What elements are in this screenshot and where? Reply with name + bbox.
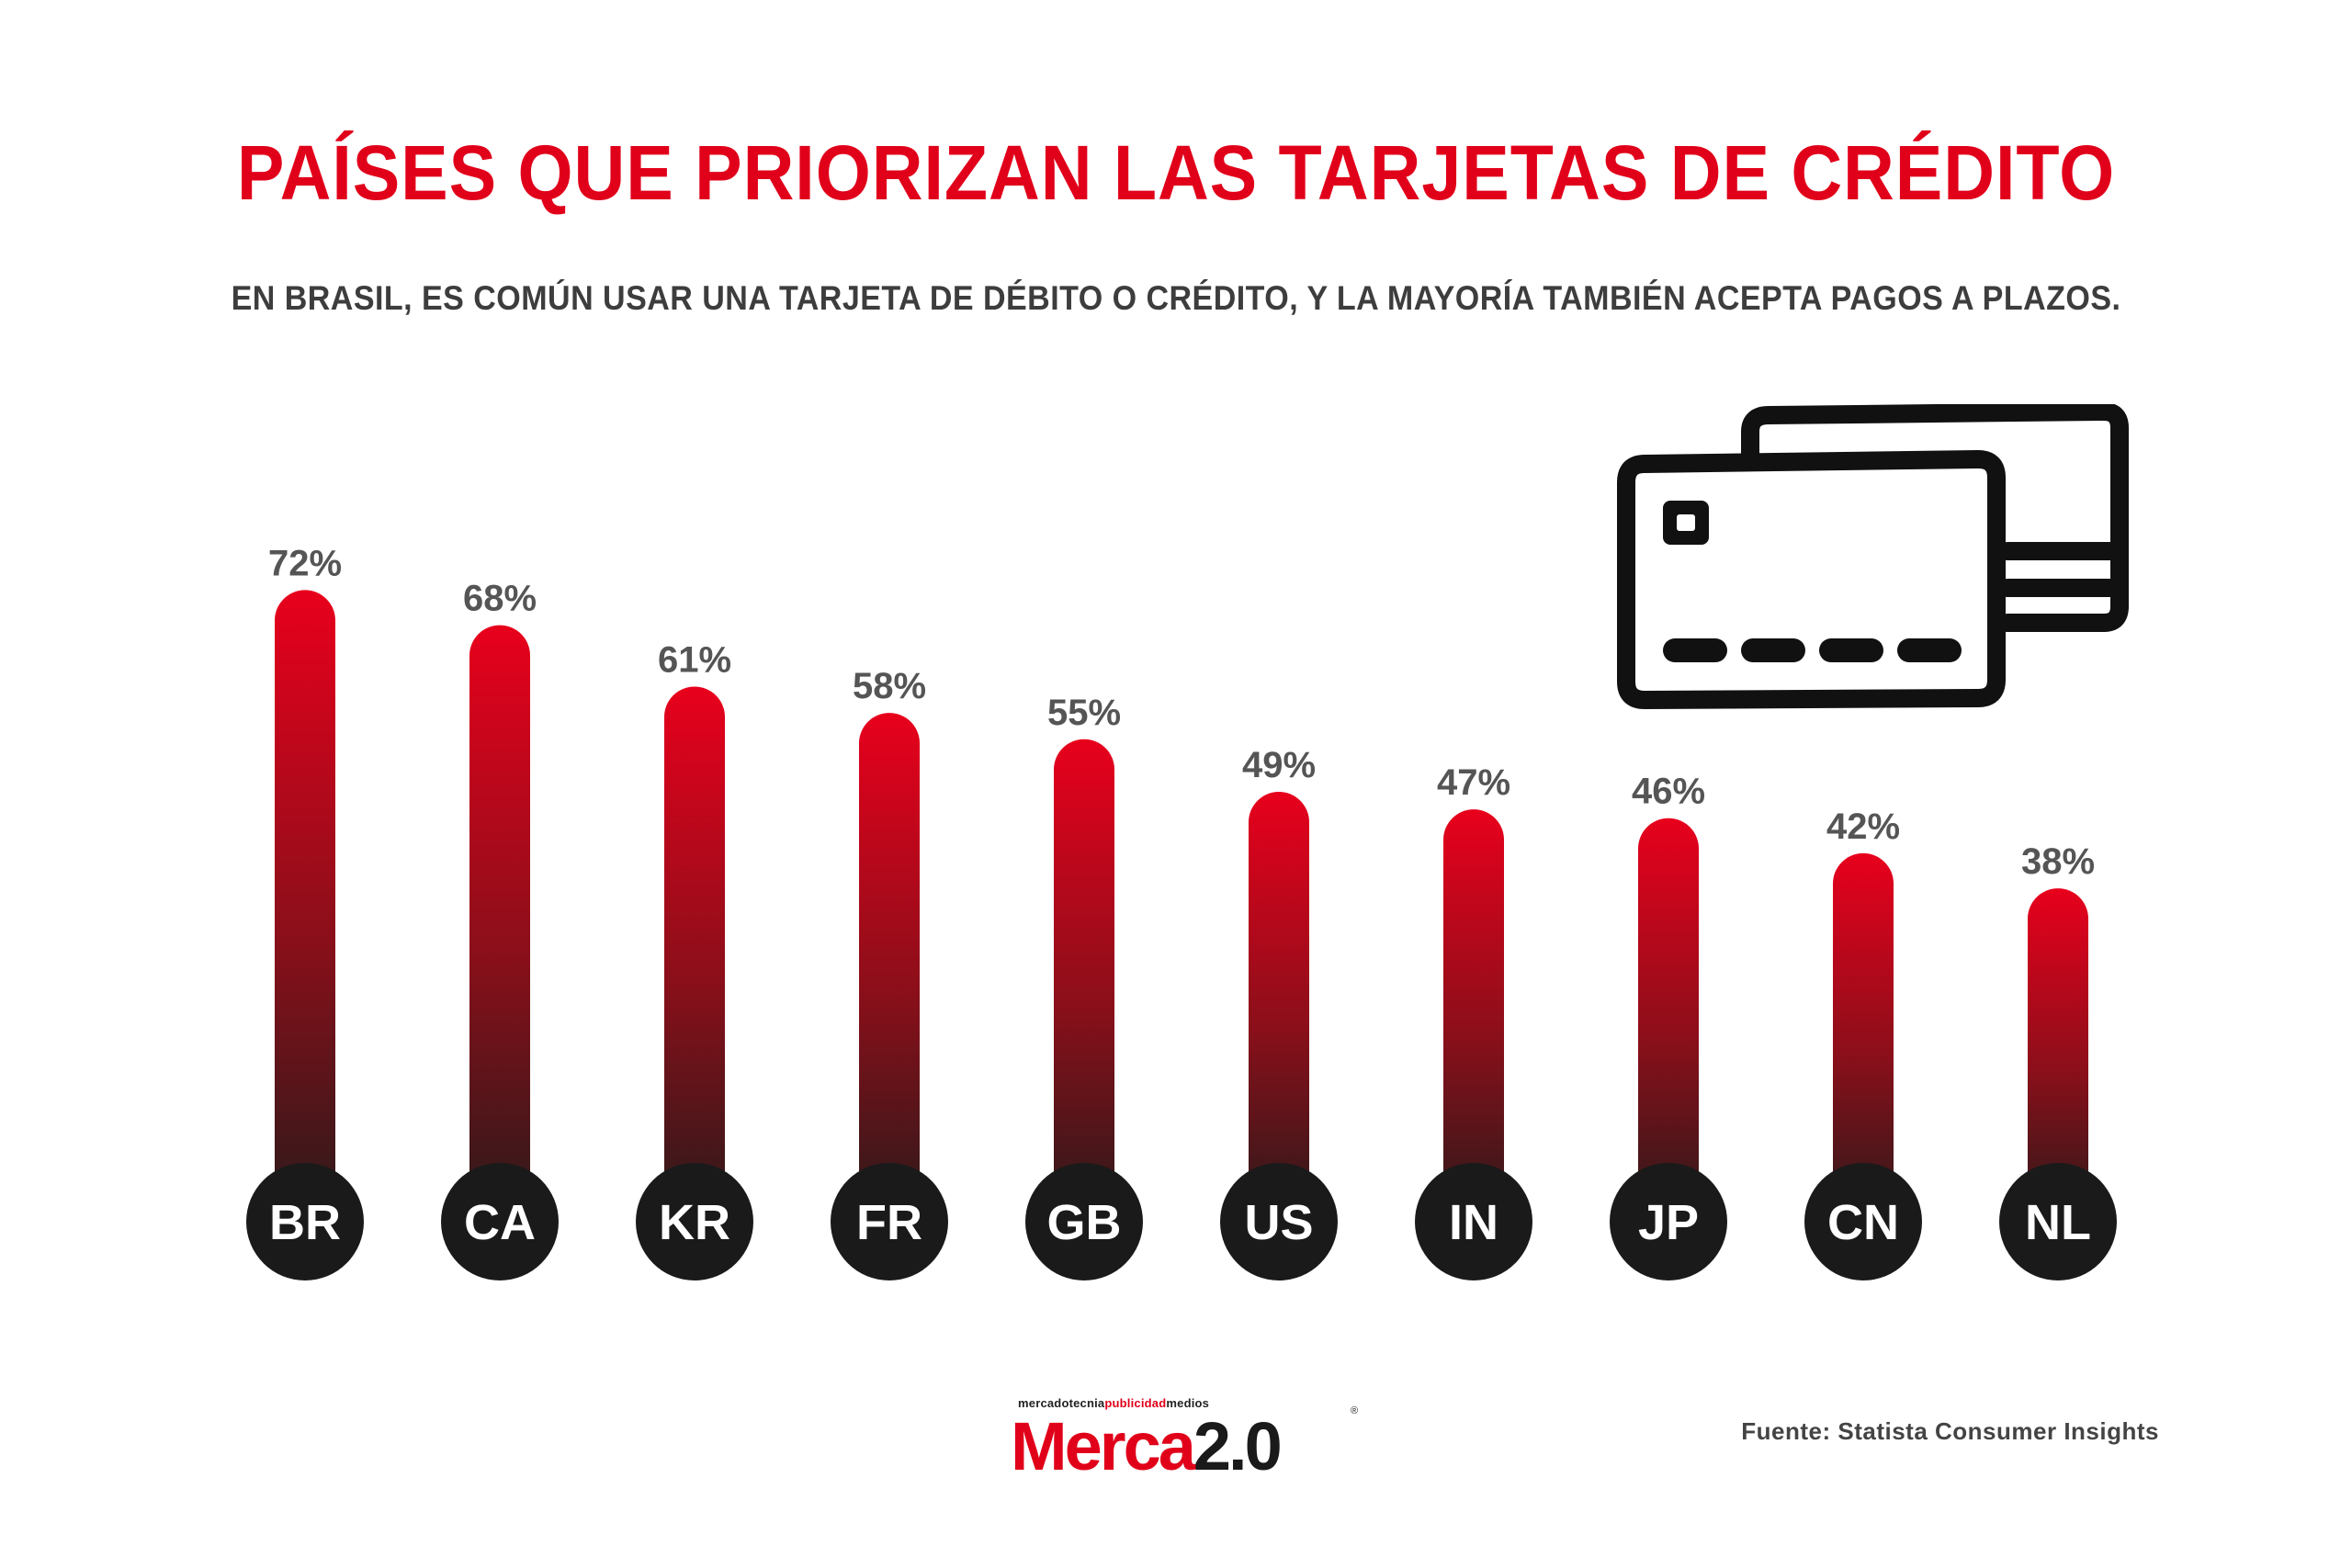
bar-chart: 72% BR 68% CA 61% KR 58% FR 55% GB 49% US 47% IN 46% JP… (246, 543, 2117, 1280)
category-label-nl: NL (2025, 1195, 2091, 1250)
bar-in (1443, 809, 1504, 1222)
category-badge-ca (441, 1163, 559, 1280)
logo-tagline: mercadotecniapublicidadmedios (1018, 1396, 1210, 1410)
category-badge-fr (831, 1163, 948, 1280)
value-label-in: 47% (1437, 762, 1510, 803)
category-badge-kr (636, 1163, 753, 1280)
credit-cards-icon (1617, 404, 2129, 709)
value-label-br: 72% (268, 543, 342, 583)
bar-nl (2028, 888, 2088, 1222)
value-label-fr: 58% (853, 666, 926, 706)
value-label-kr: 61% (658, 639, 731, 680)
category-badge-br (246, 1163, 364, 1280)
category-badge-cn (1804, 1163, 1922, 1280)
category-badge-gb (1025, 1163, 1143, 1280)
source-note: Fuente: Statista Consumer Insights (1741, 1417, 2159, 1445)
value-label-gb: 55% (1047, 693, 1121, 733)
bar-br (275, 590, 335, 1222)
merca-logo: mercadotecniapublicidadmedios Merca2.0 ® (1011, 1396, 1360, 1484)
bar-jp (1638, 818, 1699, 1222)
category-label-kr: KR (659, 1195, 730, 1250)
logo-wordmark: Merca2.0 (1011, 1408, 1283, 1484)
category-badge-in (1415, 1163, 1532, 1280)
value-label-ca: 68% (463, 579, 537, 619)
category-label-fr: FR (856, 1195, 922, 1250)
bar-ca (469, 625, 530, 1222)
category-label-gb: GB (1047, 1195, 1122, 1250)
bar-fr (859, 713, 920, 1222)
category-label-us: US (1244, 1195, 1313, 1250)
category-label-br: BR (269, 1195, 341, 1250)
chart-title: PAÍSES QUE PRIORIZAN LAS TARJETAS DE CRÉ… (236, 130, 2116, 216)
bar-kr (664, 686, 725, 1222)
category-label-cn: CN (1827, 1195, 1899, 1250)
value-label-cn: 42% (1826, 807, 1900, 847)
category-label-jp: JP (1638, 1195, 1699, 1250)
category-badge-nl (1999, 1163, 2117, 1280)
category-label-in: IN (1449, 1195, 1498, 1250)
category-label-ca: CA (464, 1195, 536, 1250)
value-label-nl: 38% (2021, 841, 2095, 882)
value-label-us: 49% (1242, 745, 1316, 785)
bar-cn (1833, 852, 1894, 1222)
chart-subtitle: EN BRASIL, ES COMÚN USAR UNA TARJETA DE … (231, 279, 2121, 317)
category-badge-jp (1610, 1163, 1727, 1280)
category-badge-us (1220, 1163, 1338, 1280)
bar-us (1249, 792, 1309, 1222)
value-label-jp: 46% (1632, 772, 1705, 812)
registered-mark: ® (1351, 1405, 1359, 1416)
bar-gb (1054, 739, 1114, 1222)
